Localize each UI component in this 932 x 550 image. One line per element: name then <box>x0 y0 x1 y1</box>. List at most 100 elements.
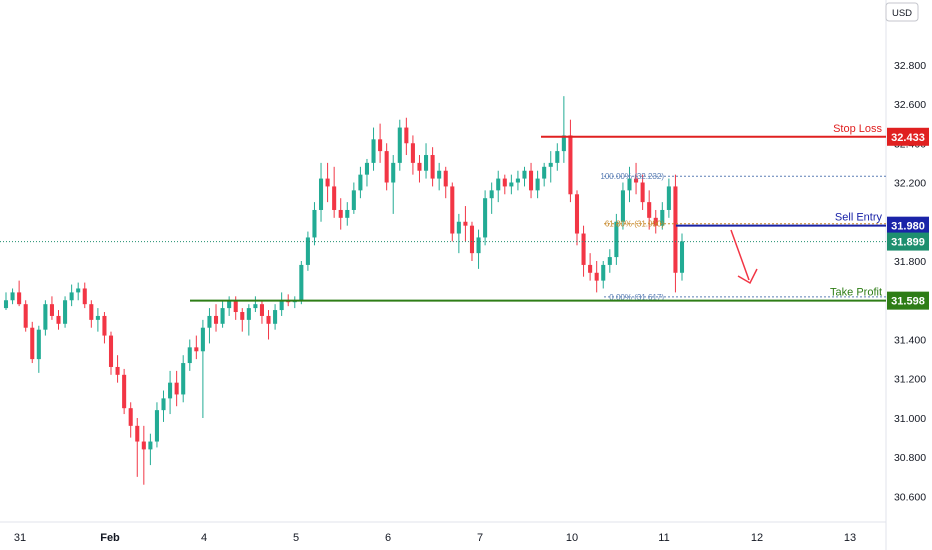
candle-body <box>476 237 481 254</box>
candle-body <box>437 170 442 179</box>
candle-body <box>542 166 547 179</box>
candle-body <box>213 315 219 324</box>
candle-body <box>43 304 48 330</box>
time-axis[interactable]: 31 Feb 4 5 6 7 10 11 12 13 <box>14 532 856 544</box>
candle-body <box>63 300 68 324</box>
date-tick-label: 6 <box>385 532 391 544</box>
candle-body <box>338 209 343 218</box>
candle-body <box>430 155 435 179</box>
candle-body <box>17 292 22 305</box>
candle-body <box>673 186 678 273</box>
candle-body <box>666 186 671 210</box>
price-axis[interactable]: 30.60030.80031.00031.20031.40031.60031.8… <box>887 60 929 504</box>
current-price-tag <box>887 232 929 251</box>
candle-body <box>548 162 553 167</box>
candle-body <box>76 288 81 293</box>
candle-body <box>502 178 507 187</box>
price-tick-label: 31.400 <box>894 334 926 346</box>
candle-body <box>266 315 271 324</box>
candle-body <box>10 292 15 301</box>
candle-body <box>555 151 560 163</box>
candle-body <box>30 327 35 360</box>
date-tick-label: 11 <box>658 532 669 544</box>
sell-entry-label: Sell Entry <box>835 212 883 224</box>
candle-body <box>148 441 153 450</box>
candle-body <box>135 425 140 442</box>
candle-body <box>581 233 586 265</box>
candle-body <box>207 315 212 328</box>
candle-body <box>456 221 461 234</box>
candle-body <box>469 225 475 254</box>
candle-body <box>227 300 232 309</box>
candle-body <box>594 272 599 281</box>
candle-body <box>36 329 41 360</box>
date-tick-label: 4 <box>201 532 207 544</box>
candle-body <box>397 127 402 163</box>
date-tick-label: 10 <box>566 532 578 544</box>
candle-body <box>240 312 245 320</box>
candle-body <box>529 170 534 191</box>
candle-body <box>56 315 61 324</box>
candle-body <box>535 178 540 191</box>
candle-body <box>443 170 448 187</box>
candle-body <box>614 221 619 258</box>
candle-body <box>509 182 514 187</box>
candle-body <box>141 441 146 450</box>
candle-body <box>607 257 612 265</box>
date-tick-label: 12 <box>751 532 763 544</box>
candle-body <box>168 382 173 399</box>
candle-body <box>404 127 409 144</box>
candle-body <box>246 308 251 320</box>
candle-body <box>279 300 284 311</box>
candle-body <box>391 162 396 183</box>
sell-entry-price-text: 31.980 <box>891 221 925 233</box>
date-tick-label: 7 <box>477 532 483 544</box>
currency-label: USD <box>892 8 912 19</box>
price-tick-label: 31.800 <box>894 256 926 268</box>
candle-body <box>299 264 304 301</box>
candle-body <box>574 194 580 234</box>
candle-body <box>660 209 665 226</box>
candle-body <box>325 178 330 187</box>
fib-level-label: 61.80% (31.990) <box>605 220 664 229</box>
current-price-text: 31.899 <box>891 237 925 249</box>
candle-body <box>634 178 639 183</box>
price-tick-label: 32.800 <box>894 60 926 72</box>
candle-body <box>588 264 593 273</box>
candle-body <box>561 135 566 152</box>
candle-body <box>181 363 186 395</box>
currency-button[interactable]: USD <box>885 2 919 22</box>
price-tick-label: 31.200 <box>894 374 926 386</box>
candle-body <box>220 308 225 324</box>
candle-body <box>23 304 28 328</box>
price-tick-label: 30.600 <box>894 491 926 503</box>
stop-loss-label: Stop Loss <box>833 123 882 135</box>
date-tick-label: 5 <box>293 532 299 544</box>
candle-body <box>358 174 363 191</box>
candle-body <box>273 310 278 324</box>
candle-body <box>82 288 87 305</box>
candle-body <box>233 300 238 313</box>
candle-body <box>259 304 264 316</box>
candle-body <box>108 335 114 367</box>
candle-body <box>384 151 389 183</box>
fib-level-label: 0.00% (31.617) <box>609 293 664 302</box>
price-tick-label: 30.800 <box>894 452 926 464</box>
candle-body <box>364 162 370 175</box>
price-tick-label: 32.600 <box>894 99 926 111</box>
take-profit-price-text: 31.598 <box>891 296 925 308</box>
candle-body <box>515 178 520 183</box>
candle-body <box>450 186 455 234</box>
candle-body <box>161 398 166 411</box>
candle-body <box>187 347 192 364</box>
candle-body <box>89 304 94 320</box>
projection-arrow <box>730 229 750 281</box>
candle-body <box>345 209 350 218</box>
candle-body <box>489 190 494 199</box>
candle-body <box>496 178 501 191</box>
take-profit-label: Take Profit <box>830 287 882 299</box>
candle-body <box>49 304 54 316</box>
candle-body <box>522 170 527 179</box>
candle-body <box>305 237 310 265</box>
